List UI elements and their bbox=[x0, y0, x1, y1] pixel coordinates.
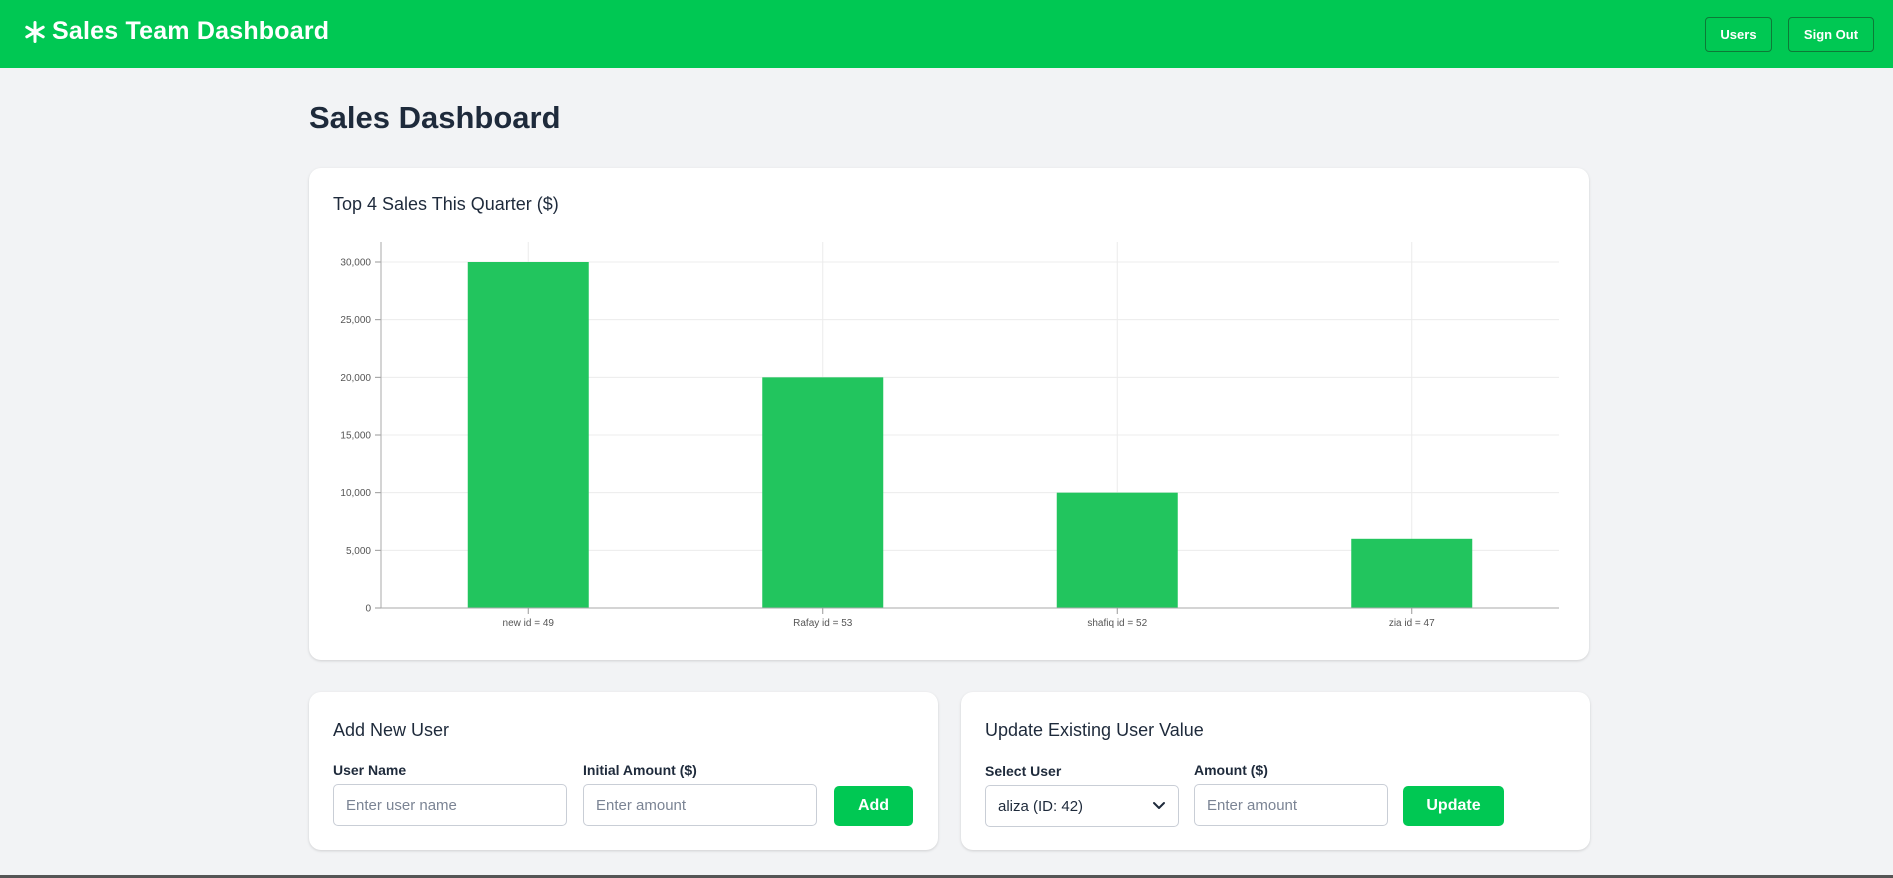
y-tick-label: 30,000 bbox=[340, 258, 371, 269]
user-name-label: User Name bbox=[333, 762, 407, 778]
bar bbox=[1351, 538, 1473, 608]
app-title: Sales Team Dashboard bbox=[52, 17, 330, 45]
asterisk-logo-icon bbox=[25, 20, 45, 43]
select-user-label: Select User bbox=[985, 763, 1062, 779]
update-amount-input[interactable] bbox=[1194, 784, 1388, 826]
bar bbox=[1056, 492, 1178, 608]
chart-title: Top 4 Sales This Quarter ($) bbox=[333, 194, 559, 214]
user-name-input[interactable] bbox=[333, 784, 567, 826]
brand: Sales Team Dashboard bbox=[24, 17, 329, 46]
bar bbox=[467, 262, 589, 608]
users-button[interactable]: Users bbox=[1705, 17, 1772, 52]
top-navbar: Sales Team Dashboard Users Sign Out bbox=[0, 0, 1893, 68]
initial-amount-input[interactable] bbox=[583, 784, 817, 826]
y-tick-label: 20,000 bbox=[340, 373, 371, 384]
initial-amount-label: Initial Amount ($) bbox=[583, 762, 697, 778]
y-tick-label: 5,000 bbox=[346, 546, 371, 557]
sales-chart-card: Top 4 Sales This Quarter ($) 0 5,000 10,00… bbox=[309, 168, 1589, 660]
update-user-button[interactable]: Update bbox=[1403, 786, 1504, 826]
x-tick-label: shafiq id = 52 bbox=[1087, 618, 1147, 629]
x-tick-label: new id = 49 bbox=[503, 618, 555, 629]
sales-bar-chart: 0 5,000 10,000 15,000 20,000 25,000 30,000 new … bbox=[340, 242, 1559, 629]
page-title: Sales Dashboard bbox=[309, 100, 561, 135]
add-user-button[interactable]: Add bbox=[834, 786, 913, 826]
update-user-card: Update Existing User Value Select User a… bbox=[961, 692, 1590, 850]
y-tick-label: 15,000 bbox=[340, 431, 371, 442]
user-select[interactable]: aliza (ID: 42) bbox=[985, 785, 1179, 827]
add-user-card: Add New User User Name Initial Amount ($… bbox=[309, 692, 938, 850]
amount-label: Amount ($) bbox=[1194, 762, 1268, 778]
y-tick-label: 0 bbox=[365, 604, 371, 615]
y-tick-label: 25,000 bbox=[340, 315, 371, 326]
chevron-down-icon bbox=[1153, 802, 1165, 809]
y-tick-label: 10,000 bbox=[340, 488, 371, 499]
selected-user-value: aliza (ID: 42) bbox=[998, 797, 1084, 815]
bottom-edge bbox=[0, 875, 1893, 878]
add-user-title: Add New User bbox=[333, 720, 450, 740]
x-tick-label: Rafay id = 53 bbox=[793, 618, 853, 629]
bar bbox=[762, 377, 884, 608]
x-tick-label: zia id = 47 bbox=[1389, 618, 1435, 629]
update-user-title: Update Existing User Value bbox=[985, 720, 1204, 740]
sign-out-button[interactable]: Sign Out bbox=[1788, 17, 1874, 52]
